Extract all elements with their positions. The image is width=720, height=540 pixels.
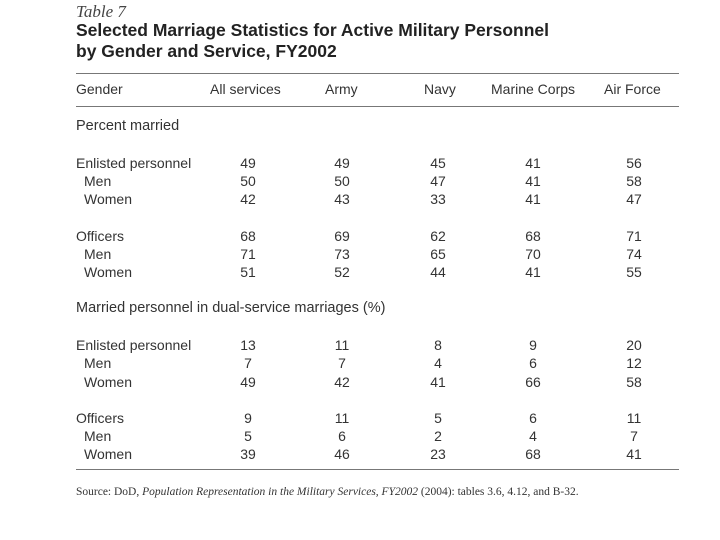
table-cell: 46 xyxy=(334,446,350,462)
table-cell: 12 xyxy=(626,355,642,371)
table-cell: 50 xyxy=(334,173,350,189)
column-header-navy: Navy xyxy=(424,81,456,97)
table-cell: 41 xyxy=(525,155,541,171)
table-cell: 65 xyxy=(430,246,446,262)
row-label: Officers xyxy=(76,228,124,244)
table-cell: 11 xyxy=(334,410,350,426)
row-label: Men xyxy=(84,428,112,444)
table-cell: 68 xyxy=(525,228,541,244)
row-label: Enlisted personnel xyxy=(76,155,192,171)
table-cell: 45 xyxy=(430,155,446,171)
section-title: Percent married xyxy=(76,118,180,134)
table-cell: 68 xyxy=(525,446,541,462)
table-cell: 7 xyxy=(338,355,346,371)
table-cell: 11 xyxy=(334,337,350,353)
column-header-marine-corps: Marine Corps xyxy=(491,81,576,97)
table-cell: 33 xyxy=(430,191,446,207)
source-prefix: Source: DoD, xyxy=(76,486,143,498)
row-label: Officers xyxy=(76,410,124,426)
section-title: Married personnel in dual-service marria… xyxy=(76,300,386,316)
table-cell: 55 xyxy=(626,264,642,280)
table-cell: 42 xyxy=(240,191,256,207)
table-cell: 6 xyxy=(338,428,346,444)
table-cell: 74 xyxy=(626,246,642,262)
table-cell: 7 xyxy=(244,355,252,371)
bottom-rule xyxy=(76,469,679,470)
table-cell: 23 xyxy=(430,446,446,462)
table-cell: 47 xyxy=(430,173,446,189)
row-label: Men xyxy=(84,355,112,371)
table-cell: 41 xyxy=(525,264,541,280)
table-cell: 52 xyxy=(334,264,350,280)
table-cell: 41 xyxy=(626,446,642,462)
title-line-2: by Gender and Service, FY2002 xyxy=(76,41,337,61)
table-cell: 69 xyxy=(334,228,350,244)
table-cell: 39 xyxy=(240,446,256,462)
table-cell: 58 xyxy=(626,173,642,189)
table-cell: 9 xyxy=(244,410,252,426)
table-cell: 68 xyxy=(240,228,256,244)
table-cell: 13 xyxy=(240,337,256,353)
title-line-1: Selected Marriage Statistics for Active … xyxy=(76,20,549,40)
table-cell: 4 xyxy=(434,355,442,371)
row-label: Men xyxy=(84,246,112,262)
table-cell: 20 xyxy=(626,337,642,353)
row-label: Men xyxy=(84,173,112,189)
table-cell: 4 xyxy=(529,428,537,444)
table-cell: 56 xyxy=(626,155,642,171)
table-cell: 49 xyxy=(240,155,256,171)
table-cell: 58 xyxy=(626,374,642,390)
table-cell: 2 xyxy=(434,428,442,444)
table-cell: 50 xyxy=(240,173,256,189)
table-cell: 41 xyxy=(525,191,541,207)
column-header-army: Army xyxy=(325,81,358,97)
table-cell: 5 xyxy=(244,428,252,444)
table-cell: 6 xyxy=(529,355,537,371)
source-note: Source: DoD, Population Representation i… xyxy=(76,486,579,498)
table-cell: 7 xyxy=(630,428,638,444)
table-cell: 41 xyxy=(525,173,541,189)
table-cell: 41 xyxy=(430,374,446,390)
table-cell: 9 xyxy=(529,337,537,353)
row-label: Women xyxy=(84,446,132,462)
table-cell: 42 xyxy=(334,374,350,390)
column-header-all-services: All services xyxy=(210,81,281,97)
column-header-gender: Gender xyxy=(76,81,123,97)
row-label: Women xyxy=(84,191,132,207)
row-label: Enlisted personnel xyxy=(76,337,192,353)
table-cell: 11 xyxy=(626,410,642,426)
source-suffix: (2004): tables 3.6, 4.12, and B-32. xyxy=(417,486,579,498)
table-cell: 43 xyxy=(334,191,350,207)
table-cell: 51 xyxy=(240,264,256,280)
table-cell: 66 xyxy=(525,374,541,390)
table-cell: 71 xyxy=(626,228,642,244)
table-cell: 73 xyxy=(334,246,350,262)
table-cell: 6 xyxy=(529,410,537,426)
table-cell: 44 xyxy=(430,264,446,280)
table-cell: 62 xyxy=(430,228,446,244)
table-cell: 49 xyxy=(334,155,350,171)
header-rule xyxy=(76,106,679,107)
table-cell: 8 xyxy=(434,337,442,353)
source-title: Population Representation in the Militar… xyxy=(142,486,418,498)
table-title: Selected Marriage Statistics for Active … xyxy=(76,20,676,62)
table-label: Table 7 xyxy=(76,2,126,21)
top-rule xyxy=(76,73,679,74)
table-cell: 47 xyxy=(626,191,642,207)
column-header-air-force: Air Force xyxy=(604,81,661,97)
row-label: Women xyxy=(84,264,132,280)
row-label: Women xyxy=(84,374,132,390)
table-cell: 70 xyxy=(525,246,541,262)
table-cell: 5 xyxy=(434,410,442,426)
table-cell: 49 xyxy=(240,374,256,390)
table-cell: 71 xyxy=(240,246,256,262)
